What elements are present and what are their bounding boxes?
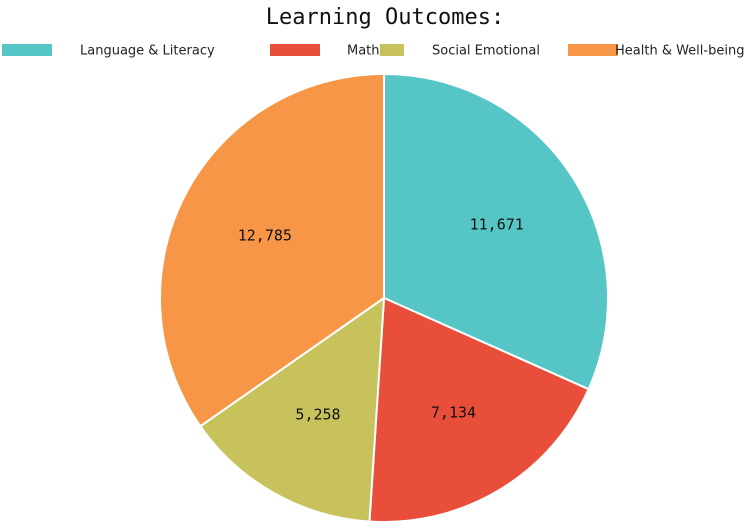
slice-label: 11,671 <box>470 215 524 233</box>
slice-label: 7,134 <box>431 404 476 422</box>
slice-label: 12,785 <box>238 226 292 244</box>
slice-label: 5,258 <box>295 406 340 424</box>
legend-label: Math <box>347 44 380 59</box>
pie-slice <box>368 296 590 521</box>
legend-label: Health & Well-being <box>615 44 744 59</box>
legend-swatch <box>270 44 320 56</box>
legend-swatch <box>380 44 404 56</box>
chart-title: Learning Outcomes: <box>266 5 504 30</box>
legend-swatch <box>2 44 52 56</box>
legend-swatch <box>568 44 618 56</box>
legend-label: Social Emotional <box>432 44 540 59</box>
pie-slice <box>159 72 385 428</box>
pie-slice <box>198 295 386 521</box>
legend-label: Language & Literacy <box>80 44 215 59</box>
pie-slice <box>383 72 609 391</box>
